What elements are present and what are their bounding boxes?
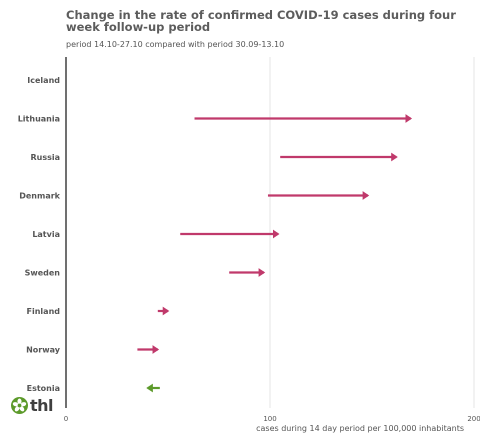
grid-lines — [269, 57, 475, 408]
y-category-label: Russia — [30, 153, 60, 162]
x-tick-label: 0 — [64, 415, 68, 423]
y-category-label: Sweden — [25, 269, 61, 278]
y-category-label: Norway — [26, 346, 61, 355]
y-category-label: Latvia — [32, 230, 60, 239]
flower-logo-icon — [11, 397, 28, 414]
thl-logo: thl — [11, 396, 54, 415]
chart-title: Change in the rate of confirmed COVID-19… — [66, 8, 456, 34]
y-category-label: Lithuania — [18, 115, 60, 124]
chart-subtitle: period 14.10-27.10 compared with period … — [66, 40, 285, 49]
y-category-label: Finland — [27, 307, 61, 316]
x-tick-label: 200 — [467, 415, 480, 423]
x-axis-ticks: 0 100 200 — [64, 415, 480, 423]
x-tick-label: 100 — [263, 415, 276, 423]
y-category-label: Estonia — [27, 384, 60, 393]
logo-text: thl — [30, 396, 54, 415]
y-category-label: Denmark — [19, 192, 60, 201]
y-category-label: Iceland — [27, 76, 60, 85]
x-axis-title: cases during 14 day period per 100,000 i… — [256, 424, 464, 433]
arrow-marks — [137, 114, 413, 393]
y-axis-labels: Iceland Lithuania Russia Denmark Latvia Swede… — [18, 76, 61, 393]
